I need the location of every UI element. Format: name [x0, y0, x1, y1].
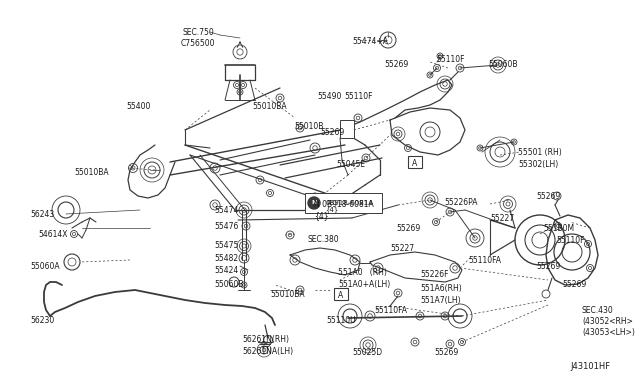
- Text: N 0B918-6081A
{4}: N 0B918-6081A {4}: [314, 200, 374, 220]
- FancyBboxPatch shape: [305, 193, 382, 213]
- Text: 55110F: 55110F: [344, 92, 372, 101]
- Text: 55010BA: 55010BA: [74, 168, 109, 177]
- Text: 55269: 55269: [384, 60, 408, 69]
- Text: 0B918-6081A: 0B918-6081A: [325, 200, 373, 206]
- Text: 55060B: 55060B: [488, 60, 518, 69]
- Text: 55490: 55490: [317, 92, 342, 101]
- Text: 55010B: 55010B: [294, 122, 323, 131]
- Text: 55226F: 55226F: [420, 270, 449, 279]
- Text: 55010BA: 55010BA: [252, 102, 287, 111]
- FancyBboxPatch shape: [408, 156, 422, 168]
- Text: 55060A: 55060A: [30, 262, 60, 271]
- Text: 55110F: 55110F: [436, 55, 465, 64]
- Text: 55474: 55474: [214, 206, 238, 215]
- Text: 55110U: 55110U: [326, 316, 356, 325]
- FancyBboxPatch shape: [334, 288, 348, 300]
- Text: J43101HF: J43101HF: [570, 362, 610, 371]
- Text: 55476: 55476: [214, 222, 238, 231]
- Text: 55227: 55227: [390, 244, 414, 253]
- Text: 55227: 55227: [490, 214, 514, 223]
- Text: 56261N(RH): 56261N(RH): [242, 335, 289, 344]
- Text: 55302(LH): 55302(LH): [518, 160, 558, 169]
- Text: 54614X: 54614X: [38, 230, 67, 239]
- Text: 56230: 56230: [30, 316, 54, 325]
- Text: SEC.750
C756500: SEC.750 C756500: [180, 28, 215, 48]
- Text: 55110FA: 55110FA: [468, 256, 501, 265]
- Text: 55110F: 55110F: [556, 236, 584, 245]
- Text: 55010BA: 55010BA: [270, 290, 305, 299]
- Text: 55474+A: 55474+A: [352, 37, 388, 46]
- Text: 55269: 55269: [562, 280, 586, 289]
- Text: 55482: 55482: [214, 254, 238, 263]
- Text: 55269: 55269: [396, 224, 420, 233]
- Text: A: A: [339, 291, 344, 299]
- Circle shape: [308, 197, 320, 209]
- Text: 55025D: 55025D: [352, 348, 382, 357]
- Text: 551A7(LH): 551A7(LH): [420, 296, 461, 305]
- Text: 55400: 55400: [126, 102, 150, 111]
- Text: 55269: 55269: [320, 128, 344, 137]
- Text: N: N: [311, 201, 317, 205]
- Text: 55045E: 55045E: [336, 160, 365, 169]
- Text: 55269: 55269: [434, 348, 458, 357]
- Text: {4}: {4}: [325, 206, 339, 214]
- Text: 56261NA(LH): 56261NA(LH): [242, 347, 293, 356]
- Text: 551A0+A(LH): 551A0+A(LH): [338, 280, 390, 289]
- Bar: [340, 120, 354, 138]
- Text: 551B0M: 551B0M: [543, 224, 574, 233]
- Text: 55424: 55424: [214, 266, 238, 275]
- Text: 55110FA: 55110FA: [374, 306, 407, 315]
- Text: 55501 (RH): 55501 (RH): [518, 148, 562, 157]
- Text: 55269: 55269: [536, 192, 560, 201]
- Text: 551A6(RH): 551A6(RH): [420, 284, 461, 293]
- Text: SEC.430
(43052<RH>
(43053<LH>): SEC.430 (43052<RH> (43053<LH>): [582, 306, 635, 337]
- Text: 55226PA: 55226PA: [444, 198, 477, 207]
- Text: 551A0   (RH): 551A0 (RH): [338, 268, 387, 277]
- Text: 55475: 55475: [214, 241, 238, 250]
- Text: SEC.380: SEC.380: [308, 235, 340, 244]
- Text: 55269: 55269: [536, 262, 560, 271]
- Text: A: A: [412, 158, 418, 167]
- Text: 56243: 56243: [30, 210, 54, 219]
- Text: 55060B: 55060B: [214, 280, 243, 289]
